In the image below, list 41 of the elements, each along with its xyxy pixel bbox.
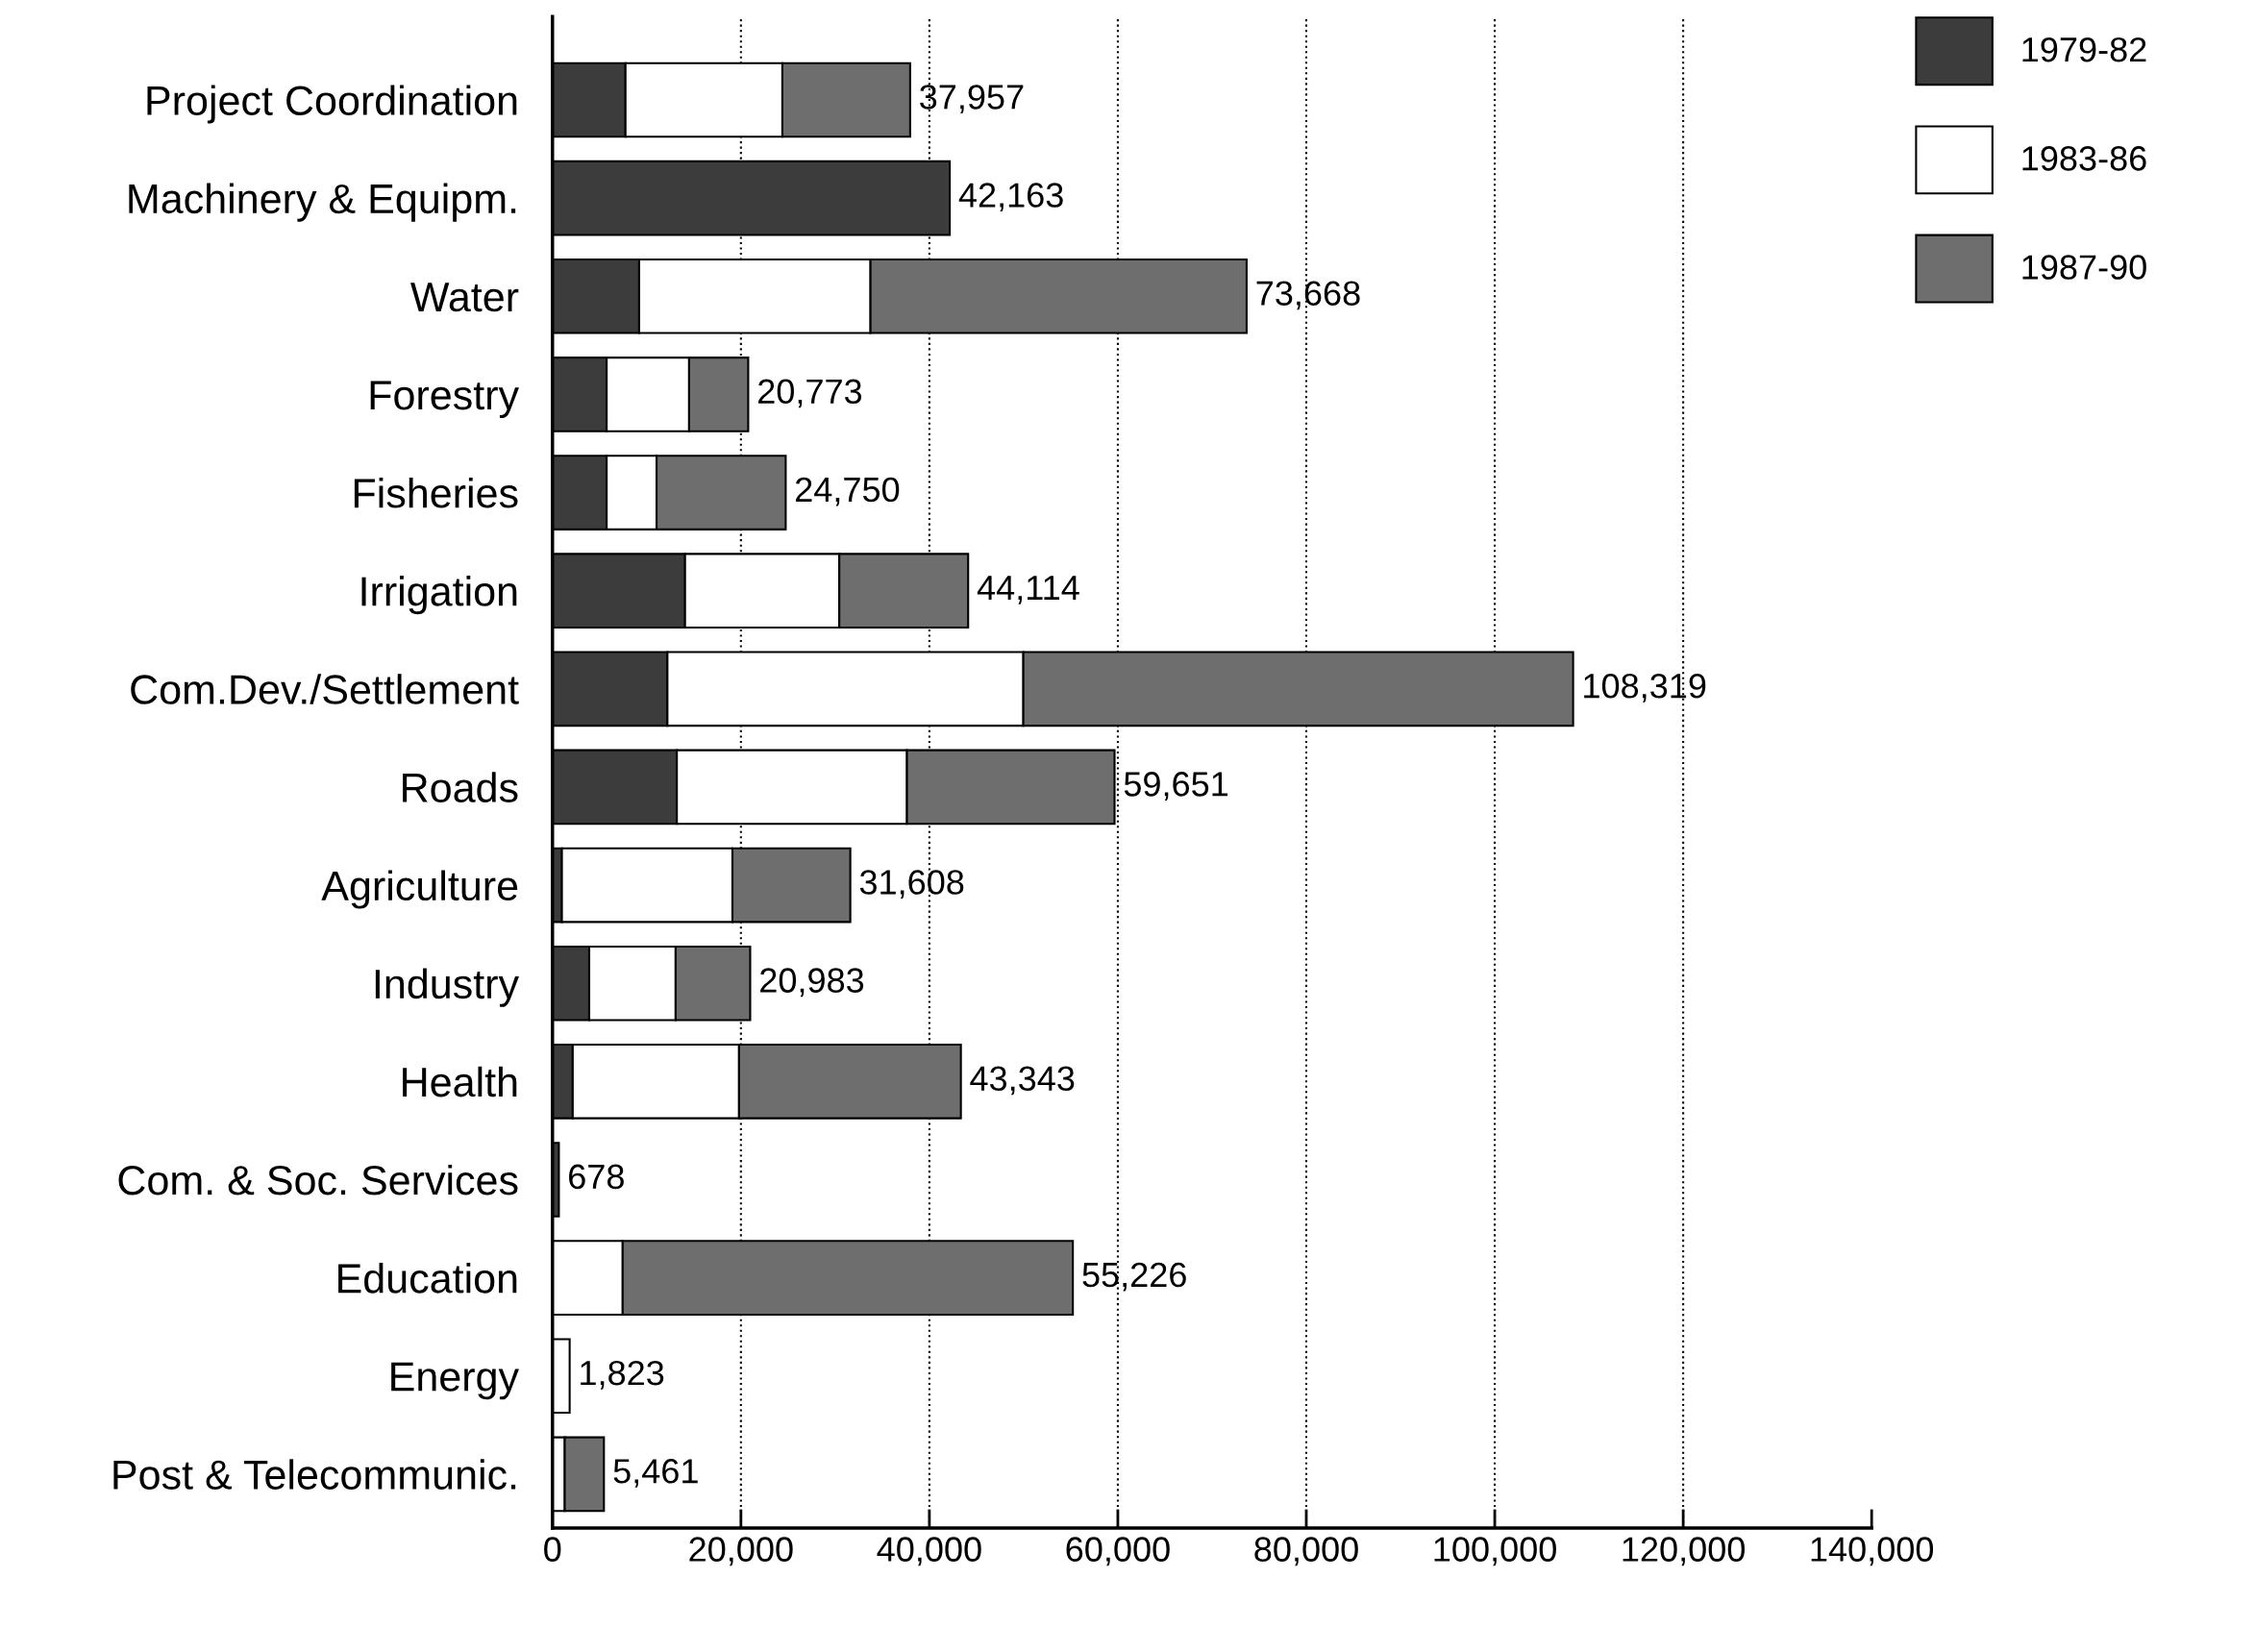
y-tick-label: Forestry [370, 381, 519, 418]
total-label: 678 [569, 1164, 624, 1190]
x-tick-label: 80,000 [1254, 1537, 1358, 1566]
y-tick-label: Water [410, 283, 519, 312]
legend-label: 1983-86 [2022, 146, 2146, 171]
total-label: 20,773 [758, 379, 862, 408]
total-label: 44,114 [977, 576, 1079, 604]
y-tick-label: Com. & Soc. Services [118, 1164, 518, 1196]
total-label: 43,343 [970, 1066, 1075, 1096]
total-label: 55,226 [1082, 1262, 1186, 1292]
total-label: 31,608 [859, 870, 964, 900]
x-tick-label: 100,000 [1434, 1537, 1556, 1566]
y-tick-label: Post & Telecommunic. [113, 1459, 516, 1490]
y-tick-label: Com.Dev./Settlement [131, 674, 519, 704]
total-label: 20,983 [760, 968, 864, 998]
x-tick-label: 140,000 [1811, 1537, 1934, 1566]
total-label: 42,163 [958, 183, 1063, 212]
y-tick-label: Agriculture [321, 870, 518, 909]
x-tick-label: 0 [544, 1537, 561, 1562]
y-tick-label: Education [338, 1263, 517, 1294]
x-tick-label: 40,000 [877, 1537, 981, 1566]
total-label: 108,319 [1584, 673, 1706, 703]
x-tick-label: 20,000 [689, 1537, 793, 1566]
y-tick-label: Project Coordination [147, 85, 517, 124]
x-tick-label: 120,000 [1623, 1537, 1745, 1566]
legend-label: 1987-90 [2022, 255, 2146, 280]
x-tick-label: 60,000 [1066, 1537, 1170, 1566]
y-tick-label: Energy [391, 1362, 519, 1400]
y-tick-label: Roads [403, 772, 518, 802]
y-tick-label: Irrigation [361, 576, 517, 615]
total-label: 59,651 [1124, 772, 1228, 801]
total-label: 37,957 [920, 85, 1024, 113]
total-label: 5,461 [613, 1459, 698, 1488]
y-tick-label: Industry [375, 968, 519, 1007]
y-tick-label: Machinery & Equipm. [129, 183, 516, 222]
total-label: 24,750 [796, 477, 900, 506]
y-tick-label: Health [403, 1066, 517, 1097]
y-tick-label: Fisheries [354, 477, 518, 508]
total-label: 73,668 [1256, 281, 1360, 310]
total-label: 1,823 [581, 1360, 664, 1390]
legend-label: 1979-82 [2022, 37, 2146, 62]
